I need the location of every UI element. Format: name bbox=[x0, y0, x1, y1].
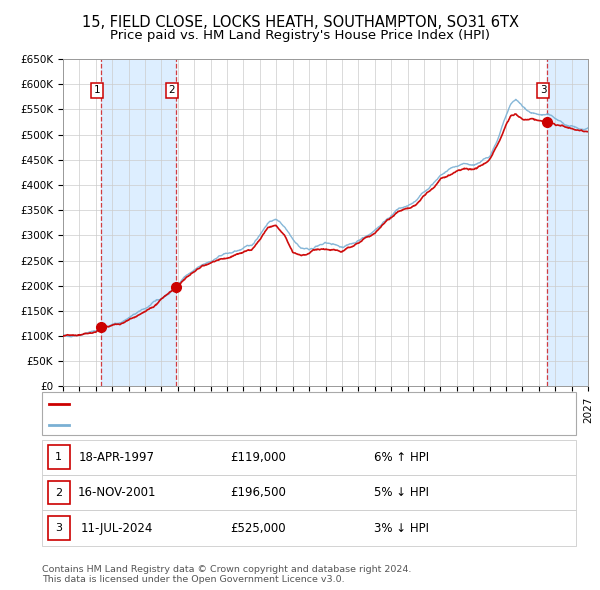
Text: HPI: Average price, detached house, Fareham: HPI: Average price, detached house, Fare… bbox=[73, 419, 328, 430]
Text: 16-NOV-2001: 16-NOV-2001 bbox=[78, 486, 156, 499]
Bar bbox=[547, 59, 588, 386]
Bar bbox=[101, 59, 176, 386]
Text: £119,000: £119,000 bbox=[230, 451, 286, 464]
Text: 15, FIELD CLOSE, LOCKS HEATH, SOUTHAMPTON, SO31 6TX (detached house): 15, FIELD CLOSE, LOCKS HEATH, SOUTHAMPTO… bbox=[73, 399, 508, 409]
Text: 1: 1 bbox=[94, 85, 100, 95]
Text: 18-APR-1997: 18-APR-1997 bbox=[79, 451, 155, 464]
Text: 15, FIELD CLOSE, LOCKS HEATH, SOUTHAMPTON, SO31 6TX: 15, FIELD CLOSE, LOCKS HEATH, SOUTHAMPTO… bbox=[82, 15, 518, 30]
Text: 2: 2 bbox=[55, 488, 62, 497]
Text: 3% ↓ HPI: 3% ↓ HPI bbox=[374, 522, 430, 535]
Text: 6% ↑ HPI: 6% ↑ HPI bbox=[374, 451, 430, 464]
Text: £196,500: £196,500 bbox=[230, 486, 286, 499]
Text: 3: 3 bbox=[540, 85, 547, 95]
Text: 1: 1 bbox=[55, 453, 62, 462]
Text: Price paid vs. HM Land Registry's House Price Index (HPI): Price paid vs. HM Land Registry's House … bbox=[110, 29, 490, 42]
Text: 2: 2 bbox=[169, 85, 175, 95]
Text: Contains HM Land Registry data © Crown copyright and database right 2024.
This d: Contains HM Land Registry data © Crown c… bbox=[42, 565, 412, 584]
Text: 3: 3 bbox=[55, 523, 62, 533]
Text: £525,000: £525,000 bbox=[230, 522, 286, 535]
Text: 11-JUL-2024: 11-JUL-2024 bbox=[81, 522, 153, 535]
Text: 5% ↓ HPI: 5% ↓ HPI bbox=[374, 486, 430, 499]
